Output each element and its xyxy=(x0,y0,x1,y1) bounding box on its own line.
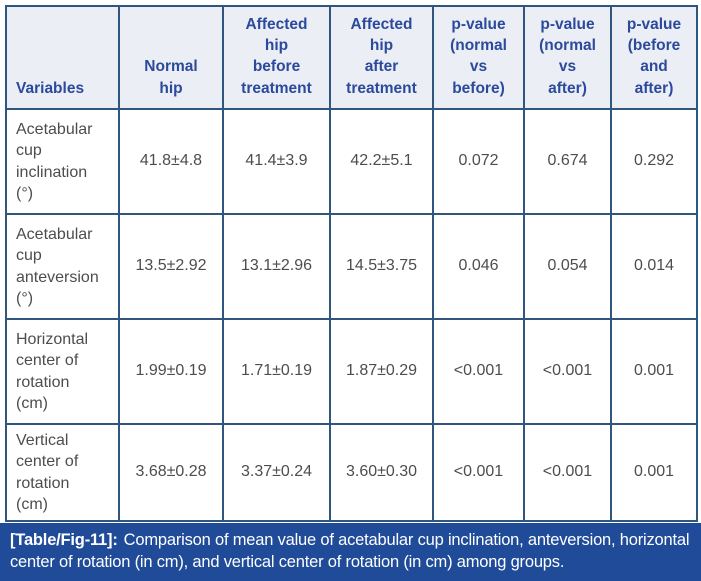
cell-value: <0.001 xyxy=(523,318,612,425)
cell-value: 3.68±0.28 xyxy=(118,423,224,522)
comparison-table: Variables Normal hip Affected hip before… xyxy=(5,5,698,522)
cell-value: 0.001 xyxy=(610,423,698,522)
row-label: Acetabular cup anteversion (°) xyxy=(5,213,120,320)
cell-value: 41.8±4.8 xyxy=(118,108,224,215)
column-header-affected-after: Affected hip after treatment xyxy=(329,5,434,110)
table-row-anteversion: Acetabular cup anteversion (°) 13.5±2.92… xyxy=(5,213,698,320)
table-row-horizontal-cor: Horizontal center of rotation (cm) 1.99±… xyxy=(5,318,698,425)
column-header-pvalue-before-after: p-value (before and after) xyxy=(610,5,698,110)
cell-value: 41.4±3.9 xyxy=(222,108,331,215)
cell-value: 14.5±3.75 xyxy=(329,213,434,320)
cell-value: 1.87±0.29 xyxy=(329,318,434,425)
cell-value: 1.99±0.19 xyxy=(118,318,224,425)
column-header-pvalue-normal-after: p-value (normal vs after) xyxy=(523,5,612,110)
table-caption: [Table/Fig-11]: Comparison of mean value … xyxy=(0,523,701,581)
cell-value: <0.001 xyxy=(432,423,525,522)
table-row-vertical-cor: Vertical center of rotation (cm) 3.68±0.… xyxy=(5,423,698,522)
header-row: Variables Normal hip Affected hip before… xyxy=(5,5,698,110)
cell-value: 0.054 xyxy=(523,213,612,320)
column-header-normal-hip: Normal hip xyxy=(118,5,224,110)
cell-value: 0.046 xyxy=(432,213,525,320)
table-row-inclination: Acetabular cup inclination (°) 41.8±4.8 … xyxy=(5,108,698,215)
cell-value: 0.072 xyxy=(432,108,525,215)
row-label: Acetabular cup inclination (°) xyxy=(5,108,120,215)
column-header-pvalue-normal-before: p-value (normal vs before) xyxy=(432,5,525,110)
cell-value: 42.2±5.1 xyxy=(329,108,434,215)
cell-value: 3.37±0.24 xyxy=(222,423,331,522)
cell-value: 0.292 xyxy=(610,108,698,215)
cell-value: <0.001 xyxy=(432,318,525,425)
caption-text: Comparison of mean value of acetabular c… xyxy=(10,531,690,572)
cell-value: 1.71±0.19 xyxy=(222,318,331,425)
column-header-affected-before: Affected hip before treatment xyxy=(222,5,331,110)
row-label: Horizontal center of rotation (cm) xyxy=(5,318,120,425)
caption-label: [Table/Fig-11]: xyxy=(10,531,118,549)
cell-value: 0.001 xyxy=(610,318,698,425)
cell-value: <0.001 xyxy=(523,423,612,522)
cell-value: 0.014 xyxy=(610,213,698,320)
cell-value: 0.674 xyxy=(523,108,612,215)
cell-value: 13.5±2.92 xyxy=(118,213,224,320)
row-label: Vertical center of rotation (cm) xyxy=(5,423,120,522)
column-header-variables: Variables xyxy=(5,5,120,110)
cell-value: 13.1±2.96 xyxy=(222,213,331,320)
cell-value: 3.60±0.30 xyxy=(329,423,434,522)
